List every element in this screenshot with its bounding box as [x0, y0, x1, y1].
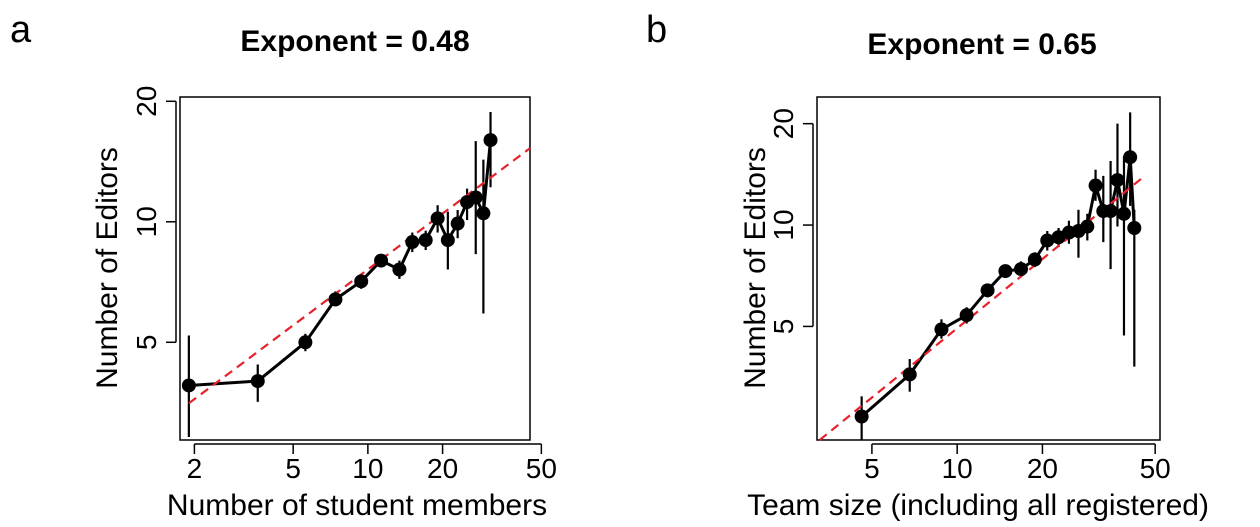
panel-a: a Exponent = 0.48 Number of student memb… [10, 9, 557, 522]
panel-b-fit-line [818, 177, 1143, 441]
panel-a-data-point [450, 216, 465, 231]
panel-b-data-point [854, 409, 869, 424]
panel-a-y-axis-label: Number of Editors [91, 147, 124, 389]
panel-a-y-tick-label: 20 [131, 86, 162, 117]
panel-b-x-tick-label: 20 [1027, 453, 1058, 484]
panel-b-data-point [998, 264, 1013, 279]
panel-b-x-axis-label: Team size (including all registered) [747, 489, 1209, 522]
panel-a-x-tick-label: 2 [187, 453, 203, 484]
panel-a-data-point [440, 233, 455, 248]
panel-b-series-line [860, 155, 1136, 418]
panel-a-data-point [354, 274, 369, 289]
panel-a-data-point [392, 262, 407, 277]
panel-b-data-point [1080, 219, 1095, 234]
panel-a-y-tick-label: 10 [131, 206, 162, 237]
panel-a-data-point [250, 374, 265, 389]
panel-b-marks: 5 10 20 50 5 10 20 [768, 108, 1171, 484]
panel-b-data-point [1014, 262, 1029, 277]
panel-a-marks: 2 5 10 20 50 5 10 20 [131, 86, 557, 484]
panel-b-y-tick-label: 5 [768, 319, 799, 335]
panel-b-data-point [1127, 221, 1142, 236]
panel-b-data-point [1123, 150, 1138, 165]
panel-b-y-tick-label: 10 [768, 209, 799, 240]
panel-a-data-point [430, 211, 445, 226]
panel-a-data-point [405, 235, 420, 250]
panel-b-data-point [1103, 204, 1118, 219]
panel-b-x-tick-label: 5 [864, 453, 880, 484]
panel-b-data-point [1027, 252, 1042, 267]
panel-a-x-tick-label: 50 [526, 453, 557, 484]
panel-b-data-point [1088, 178, 1103, 193]
panel-a-x-tick-label: 5 [285, 453, 301, 484]
panel-b-data-point [1116, 206, 1131, 221]
panel-a-letter: a [10, 9, 32, 51]
panel-b-title: Exponent = 0.65 [867, 28, 1096, 61]
panel-a-x-axis-label: Number of student members [167, 489, 547, 522]
panel-b-letter: b [646, 9, 667, 51]
panel-b-x-tick-label: 10 [942, 453, 973, 484]
panel-a-data-point [483, 133, 498, 148]
panel-a-series-line [188, 139, 492, 387]
panel-b: b Exponent = 0.65 Team size (including a… [646, 9, 1209, 522]
panel-a-data-point [476, 206, 491, 221]
panel-a-data-point [418, 233, 433, 248]
panel-a-data-point [374, 253, 389, 268]
panel-b-y-tick-label: 20 [768, 108, 799, 139]
panel-b-data-point [1040, 233, 1055, 248]
panel-a-data-point [328, 292, 343, 307]
panel-b-x-tick-label: 50 [1140, 453, 1171, 484]
panel-a-data-point [181, 378, 196, 393]
panel-b-data-point [934, 322, 949, 337]
panel-b-data-point [980, 283, 995, 298]
panel-a-x-tick-label: 10 [352, 453, 383, 484]
panel-b-data-point [902, 367, 917, 382]
panel-b-data-point [1110, 173, 1125, 188]
panel-a-plot-area [179, 96, 531, 441]
panel-a-data-point [468, 190, 483, 205]
panel-a-x-tick-label: 20 [427, 453, 458, 484]
panel-b-plot-area [816, 96, 1161, 441]
panel-a-y-tick-label: 5 [131, 334, 162, 350]
panel-b-data-point [959, 308, 974, 323]
panel-a-data-point [298, 335, 313, 350]
panel-a-title: Exponent = 0.48 [240, 25, 469, 58]
panel-b-y-axis-label: Number of Editors [739, 147, 772, 389]
